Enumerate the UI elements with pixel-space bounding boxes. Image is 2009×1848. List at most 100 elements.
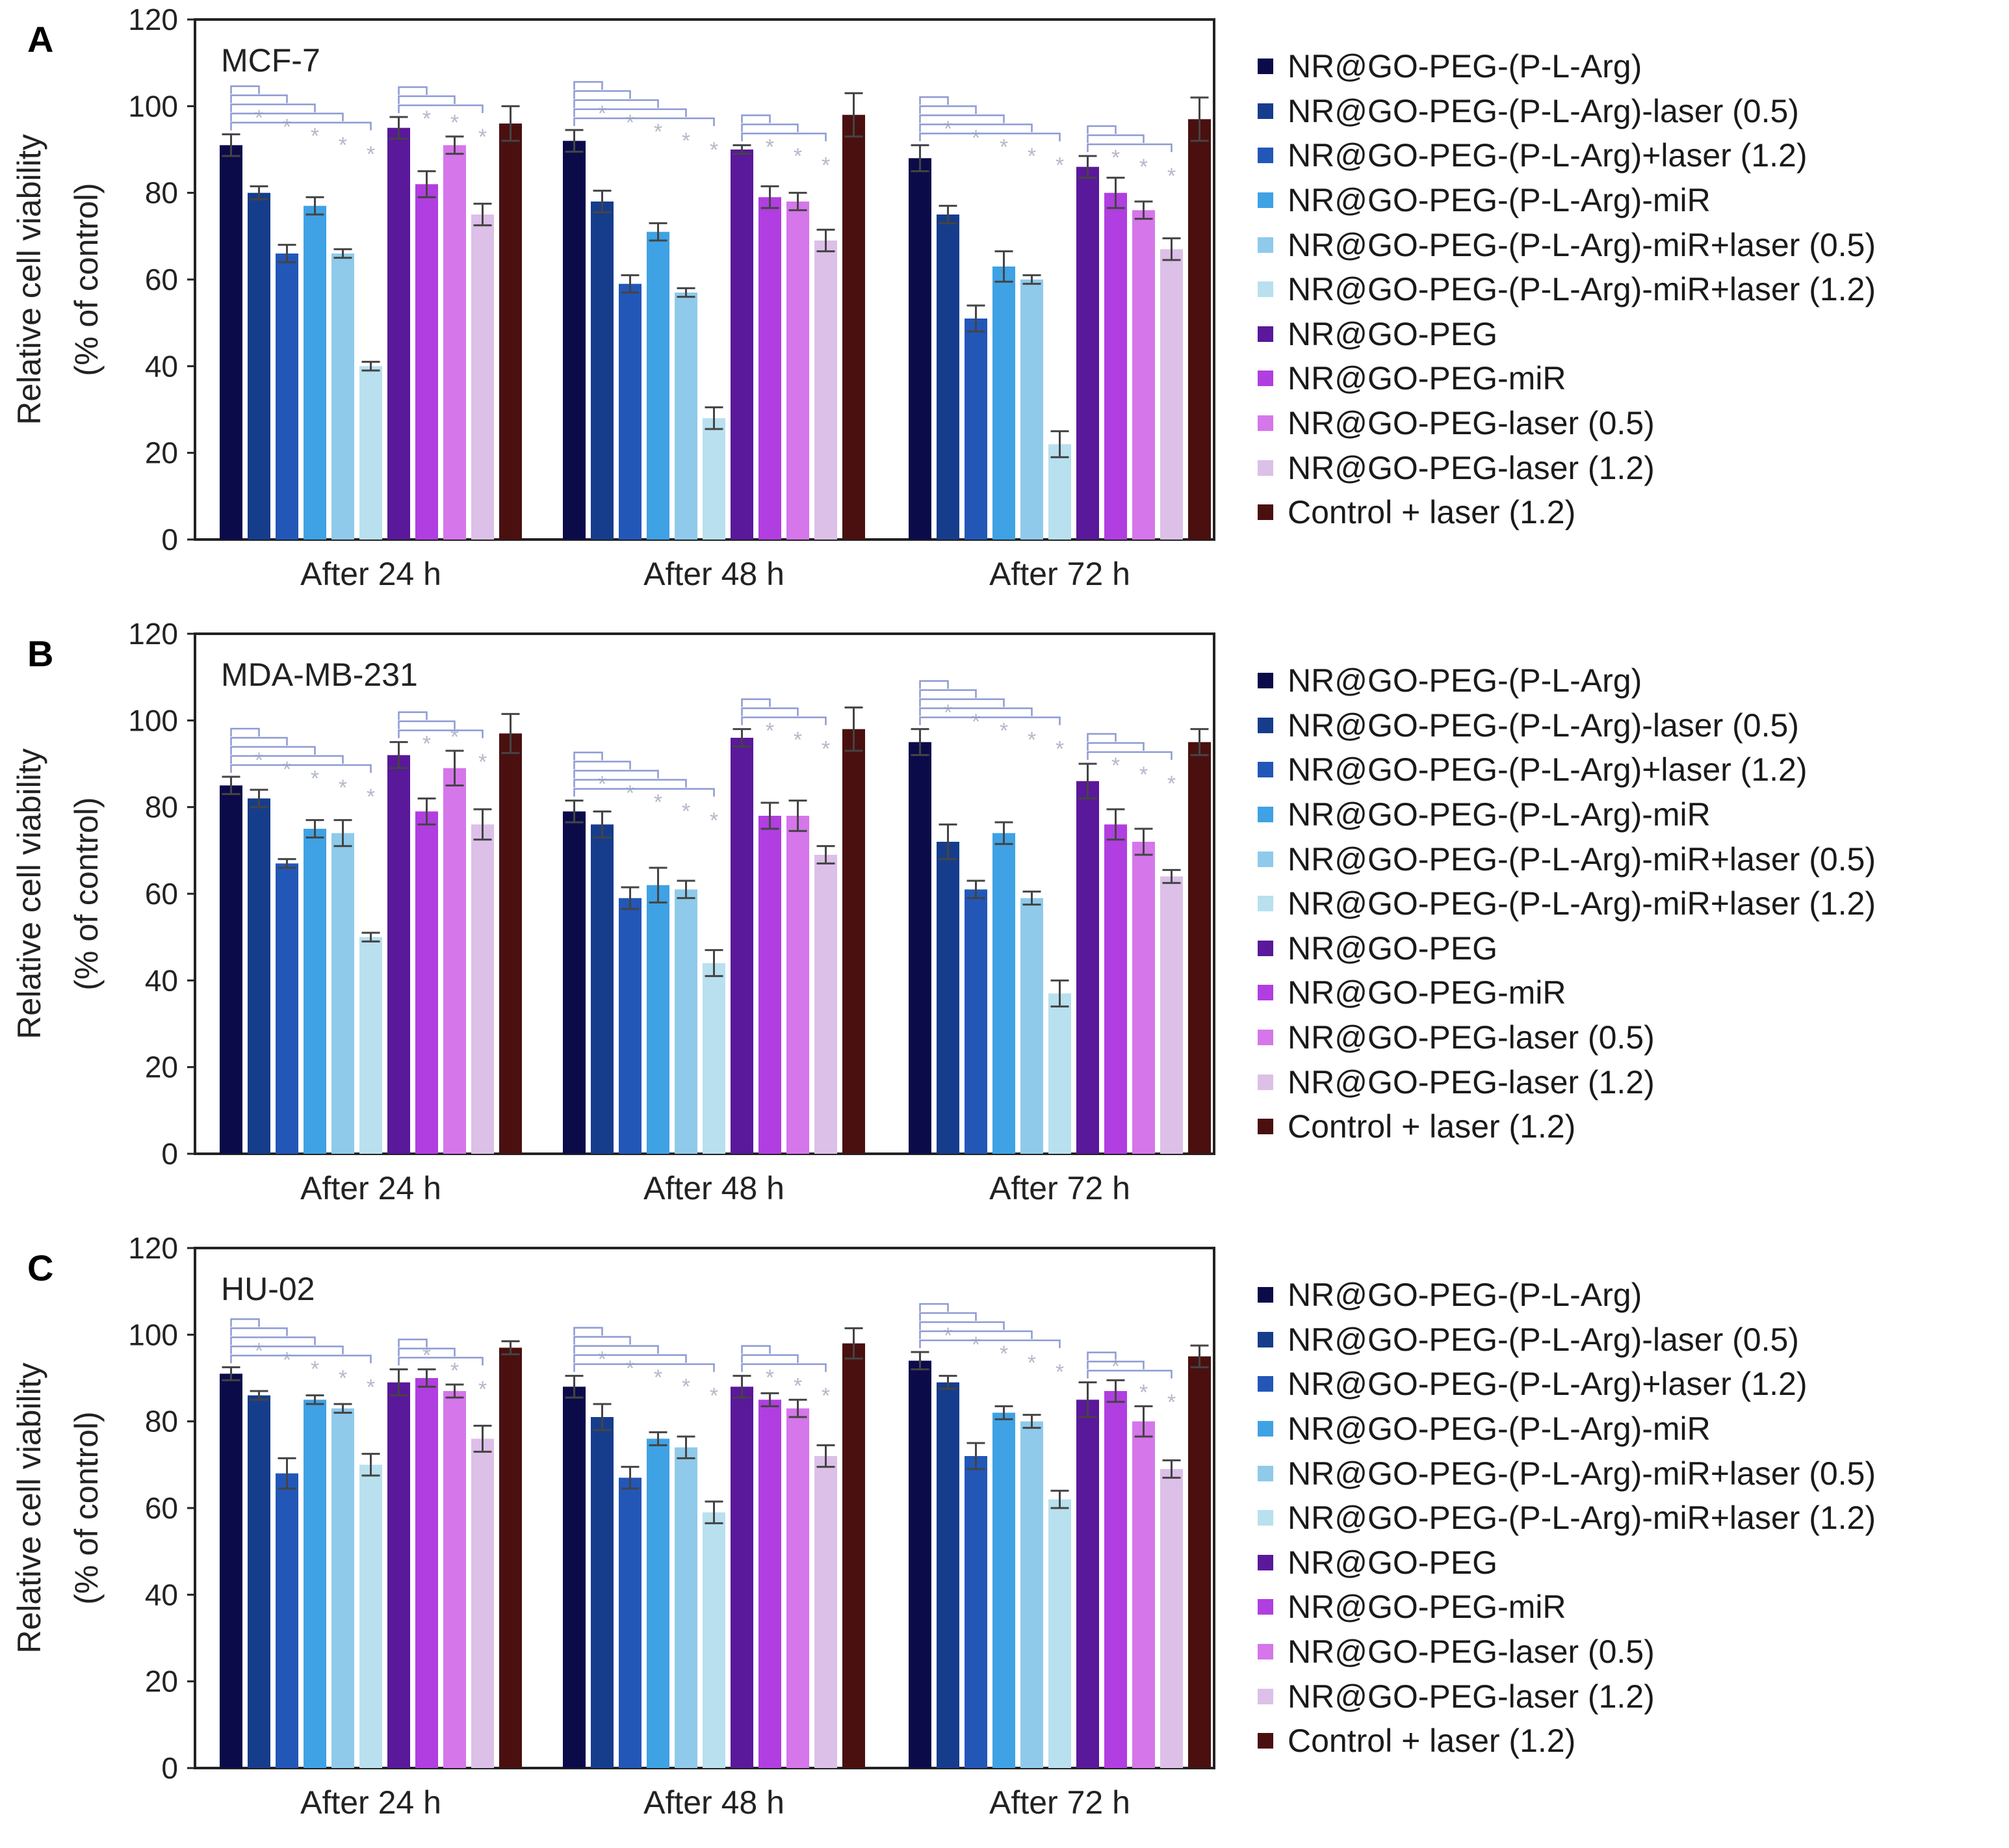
- legend-label: NR@GO-PEG: [1288, 1544, 1497, 1581]
- bar: [443, 1391, 466, 1768]
- significance-bracket: [230, 94, 288, 103]
- legend-label: Control + laser (1.2): [1288, 1108, 1576, 1145]
- legend-label: NR@GO-PEG-laser (1.2): [1288, 449, 1655, 486]
- significance-star: *: [367, 785, 375, 809]
- significance-star: *: [1028, 728, 1036, 753]
- bar: [248, 1395, 270, 1768]
- bar: [1048, 993, 1071, 1154]
- significance-bracket: [919, 114, 1005, 124]
- legend-label: NR@GO-PEG-(P-L-Arg)+laser (1.2): [1288, 137, 1808, 174]
- legend-item: NR@GO-PEG-(P-L-Arg)+laser (1.2): [1258, 133, 1876, 178]
- bar: [1160, 1469, 1183, 1768]
- bar: [1048, 1499, 1071, 1768]
- significance-star: *: [478, 750, 487, 775]
- significance-star: *: [478, 1377, 487, 1402]
- significance-star: *: [626, 111, 634, 135]
- significance-bracket: [230, 122, 372, 131]
- legend-swatch: [1258, 1465, 1273, 1481]
- legend-swatch: [1258, 1688, 1273, 1704]
- bar: [1160, 249, 1183, 540]
- panel-label: A: [27, 19, 54, 60]
- x-tick-label: After 24 h: [300, 556, 441, 592]
- chart-panel-b: 0 20 40 60 80 100 120 Relative cell viability (%…: [0, 614, 2009, 1225]
- significance-bracket: [573, 108, 687, 117]
- chart-title: HU-02: [221, 1271, 315, 1307]
- significance-bracket: [398, 1357, 484, 1366]
- significance-bracket: [1087, 1370, 1173, 1379]
- legend-label: NR@GO-PEG-(P-L-Arg)-miR: [1288, 796, 1711, 833]
- legend-item: NR@GO-PEG-(P-L-Arg)-miR+laser (1.2): [1258, 1496, 1876, 1541]
- bar-chart-b: 0 20 40 60 80 100 120 Relative cell viability (%…: [11, 617, 1215, 1206]
- x-tick-label: After 48 h: [643, 1784, 784, 1821]
- bar: [1160, 876, 1183, 1154]
- significance-bracket: [919, 680, 949, 689]
- legend-swatch: [1258, 1644, 1273, 1660]
- significance-star: *: [654, 120, 662, 144]
- y-axis-label-unit: (% of control): [68, 797, 105, 990]
- bar: [786, 816, 809, 1154]
- legend-item: NR@GO-PEG-laser (1.2): [1258, 1060, 1876, 1104]
- significance-bracket: [741, 707, 799, 716]
- legend-item: NR@GO-PEG-(P-L-Arg)+laser (1.2): [1258, 748, 1876, 792]
- bar: [359, 937, 382, 1154]
- legend-item: NR@GO-PEG: [1258, 926, 1876, 971]
- legend-item: NR@GO-PEG-(P-L-Arg)-miR+laser (1.2): [1258, 267, 1876, 312]
- significance-bracket: [741, 124, 799, 133]
- legend-label: NR@GO-PEG-laser (1.2): [1288, 1678, 1655, 1715]
- legend-swatch: [1258, 237, 1273, 253]
- significance-star: *: [682, 129, 690, 153]
- significance-bracket: [573, 117, 715, 126]
- y-tick-label: 20: [145, 1050, 178, 1084]
- significance-bracket: [741, 1345, 771, 1354]
- legend-swatch: [1258, 717, 1273, 733]
- significance-star: *: [626, 781, 634, 806]
- bar: [1104, 1391, 1127, 1768]
- significance-star: *: [1000, 719, 1008, 744]
- significance-bracket: [573, 751, 603, 761]
- bar: [647, 231, 669, 540]
- y-tick-label: 100: [128, 89, 178, 123]
- bar: [731, 150, 753, 540]
- bar: [842, 1343, 865, 1768]
- bar: [248, 192, 270, 540]
- legend-item: NR@GO-PEG-miR: [1258, 356, 1876, 401]
- y-axis-label-unit: (% of control): [68, 1411, 105, 1604]
- significance-bracket: [573, 761, 631, 770]
- significance-star: *: [283, 115, 291, 140]
- legend-item: NR@GO-PEG-(P-L-Arg)+laser (1.2): [1258, 1362, 1876, 1407]
- bar: [758, 197, 781, 540]
- bar: [220, 785, 242, 1154]
- legend-item: NR@GO-PEG-(P-L-Arg)-laser (0.5): [1258, 703, 1876, 748]
- y-tick-label: 120: [128, 1231, 178, 1265]
- bar: [387, 127, 410, 540]
- legend-swatch: [1258, 59, 1273, 75]
- x-tick-label: After 48 h: [643, 556, 784, 592]
- bar: [992, 1412, 1015, 1768]
- bar: [304, 205, 326, 540]
- bar: [563, 811, 586, 1154]
- significance-bracket: [919, 707, 1033, 716]
- significance-star: *: [1111, 146, 1120, 170]
- legend-label: NR@GO-PEG-laser (0.5): [1288, 1633, 1655, 1671]
- legend-swatch: [1258, 281, 1273, 298]
- bar: [1020, 280, 1043, 540]
- bar: [331, 1408, 354, 1768]
- significance-bracket: [919, 1303, 949, 1312]
- legend-label: NR@GO-PEG-(P-L-Arg): [1288, 48, 1642, 85]
- bar: [703, 963, 725, 1154]
- legend-label: NR@GO-PEG: [1288, 930, 1497, 967]
- significance-bracket: [919, 1312, 977, 1321]
- legend-swatch: [1258, 1074, 1273, 1090]
- y-tick-label: 40: [145, 963, 178, 997]
- significance-star: *: [972, 710, 980, 735]
- bar: [1188, 119, 1211, 540]
- bar: [563, 140, 586, 540]
- significance-bracket: [1087, 733, 1117, 742]
- legend-label: NR@GO-PEG-(P-L-Arg)-miR+laser (1.2): [1288, 271, 1876, 308]
- y-tick-label: 80: [145, 790, 178, 824]
- significance-star: *: [1111, 1354, 1120, 1379]
- legend-swatch: [1258, 415, 1273, 432]
- legend-label: Control + laser (1.2): [1288, 1723, 1576, 1760]
- significance-bracket: [919, 124, 1033, 133]
- bar: [331, 833, 354, 1154]
